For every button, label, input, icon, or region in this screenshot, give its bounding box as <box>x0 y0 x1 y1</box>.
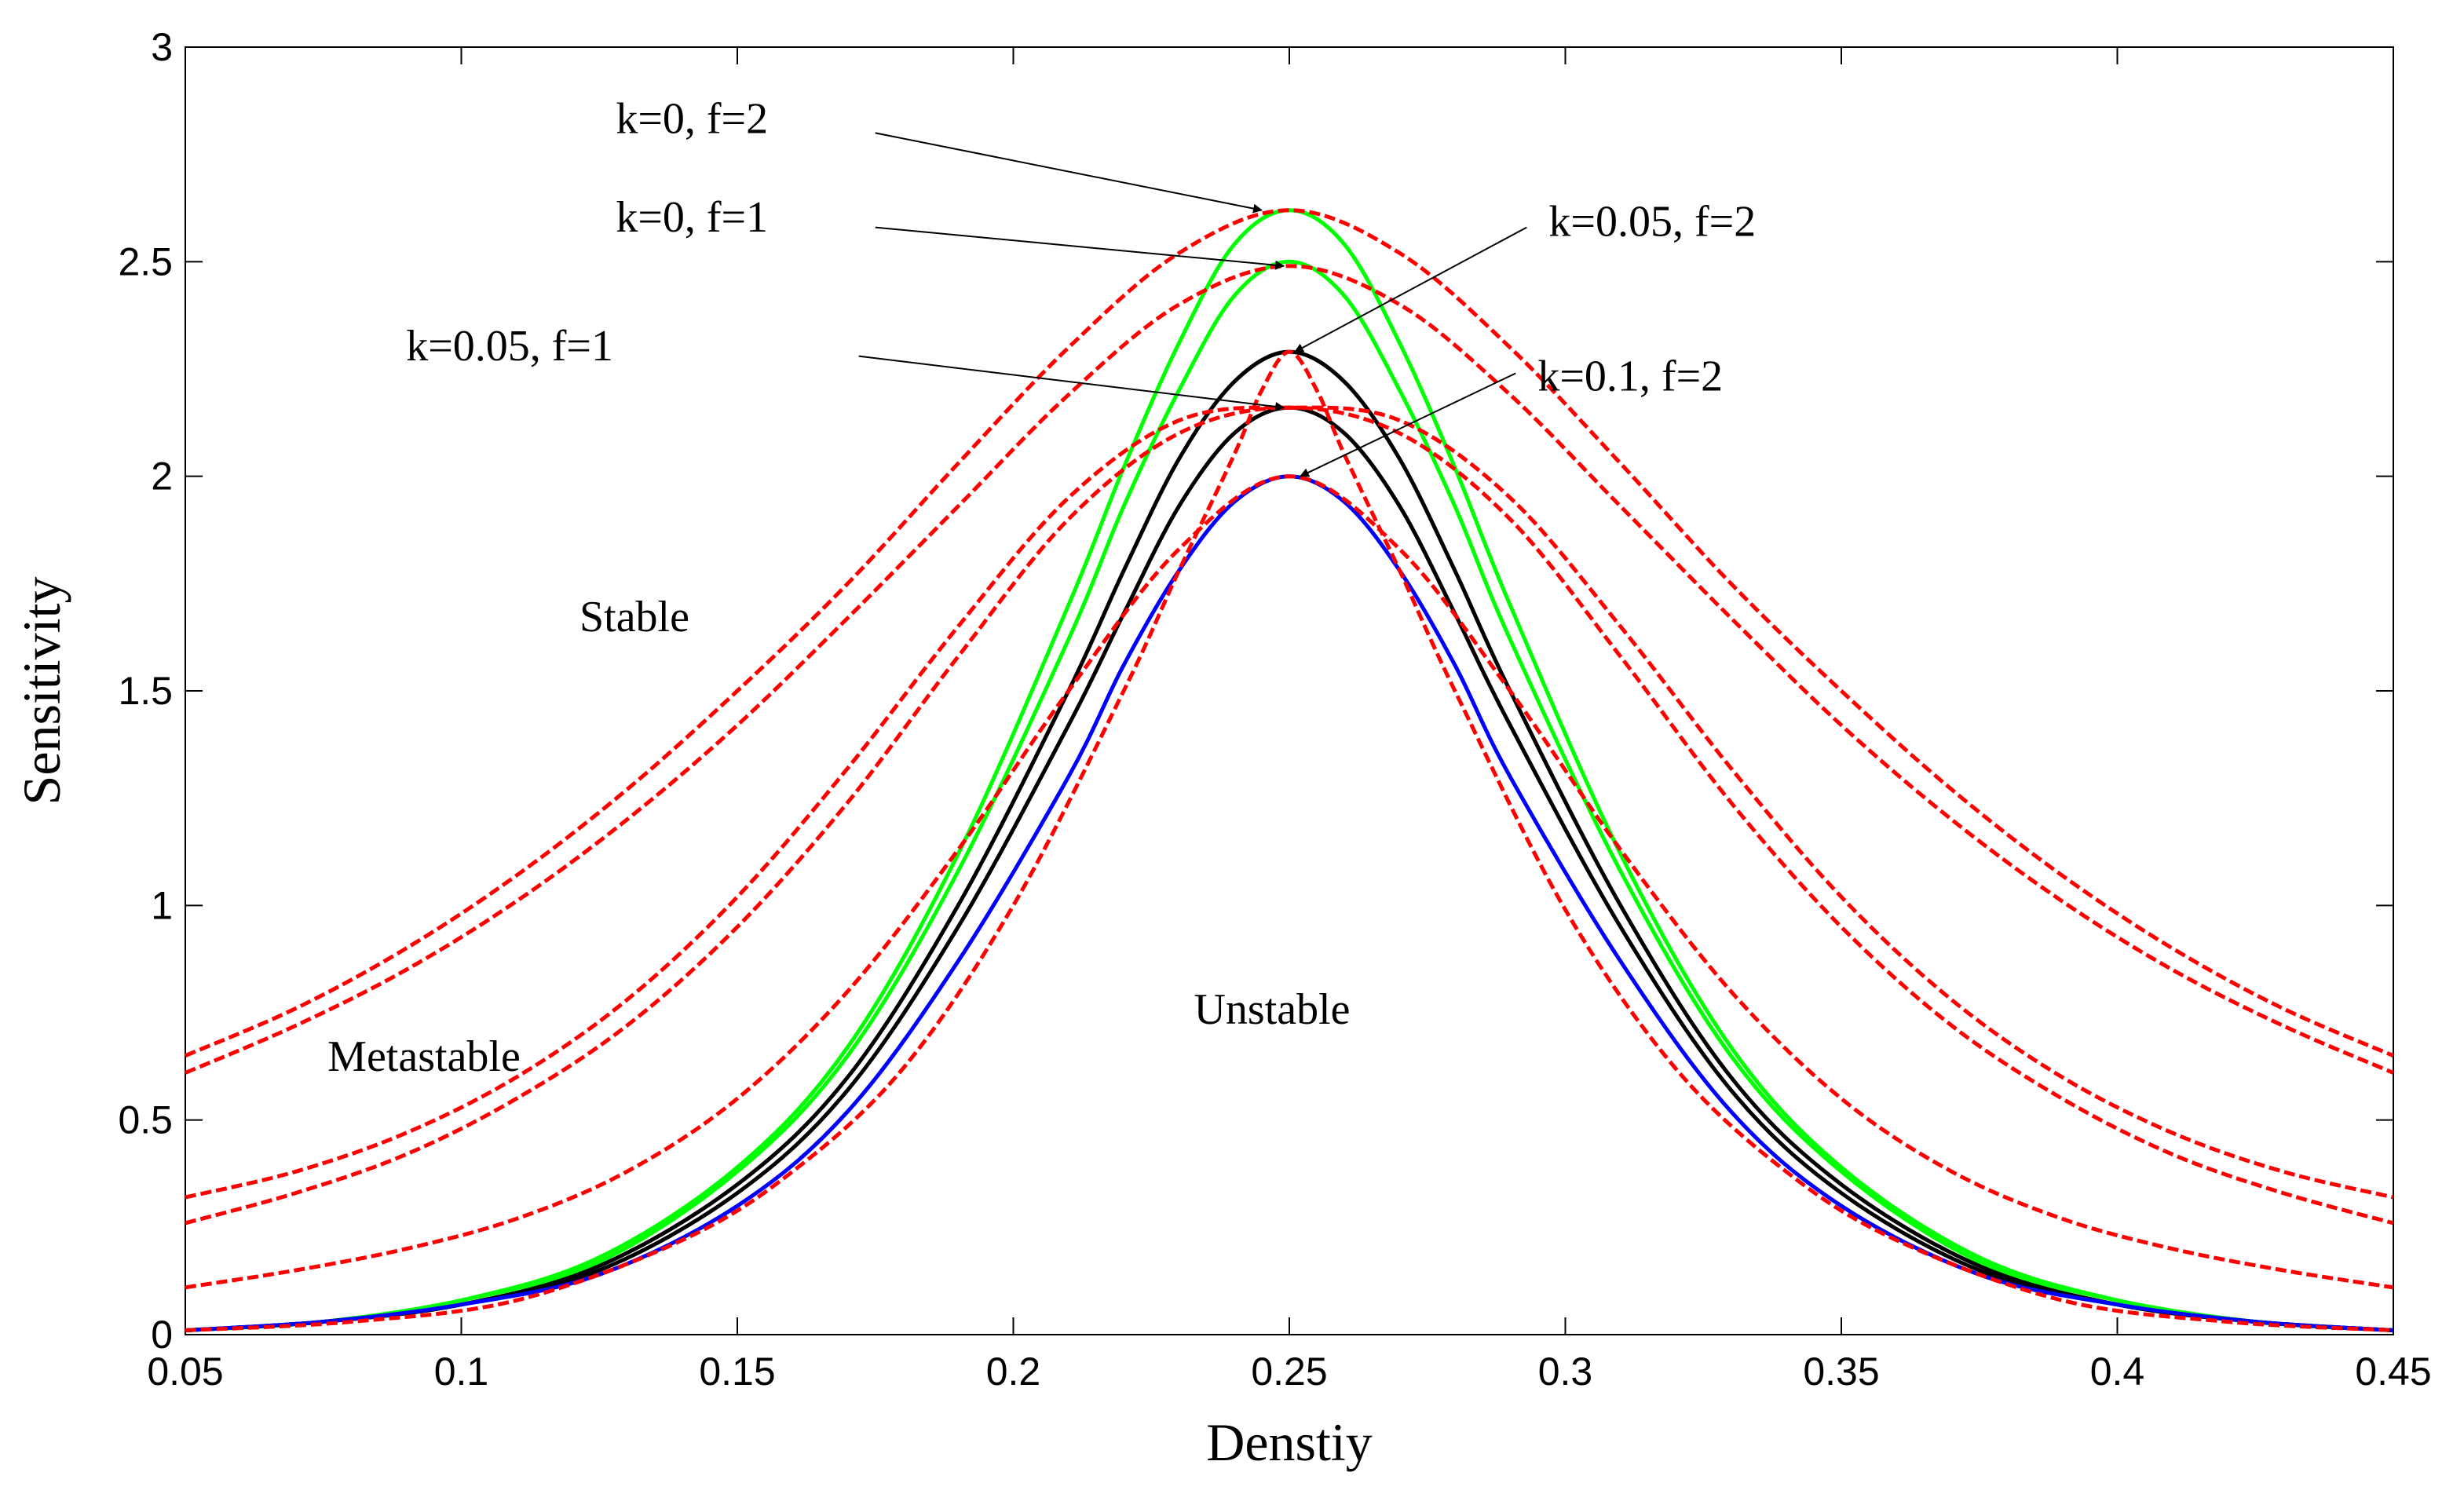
y-tick-label: 1.5 <box>118 669 173 713</box>
annotation-label: k=0.1, f=2 <box>1537 352 1723 400</box>
annotation-label: k=0.05, f=2 <box>1548 198 1756 247</box>
annotation-arrow <box>858 355 1285 411</box>
y-tick-label: 3 <box>151 25 173 69</box>
series-line-7 <box>185 208 2394 1332</box>
series-line-6 <box>185 259 2394 1332</box>
x-tick-label: 0.3 <box>1538 1350 1593 1394</box>
series-layer <box>185 208 2394 1332</box>
annotation-arrow <box>1293 226 1527 353</box>
x-tick-label: 0.35 <box>1803 1350 1879 1394</box>
x-tick-label: 0.4 <box>2090 1350 2145 1394</box>
y-axis-title: Sensitivity <box>12 577 71 805</box>
x-tick-label: 0.15 <box>699 1350 775 1394</box>
x-tick-label: 0.45 <box>2355 1350 2431 1394</box>
x-tick-label: 0.05 <box>147 1350 223 1394</box>
plot-area <box>185 46 2394 1335</box>
x-axis-ticks: 0.05 0.1 0.15 0.2 0.25 0.3 0.35 0.4 0.45 <box>147 47 2432 1394</box>
annotation-arrow <box>875 226 1285 270</box>
y-tick-label: 0 <box>151 1313 173 1357</box>
y-axis-ticks: 0 0.5 1 1.5 2 2.5 3 <box>118 25 2393 1357</box>
series-line-4 <box>185 474 2394 1290</box>
annotation-arrow <box>1299 372 1516 477</box>
series-line-0 <box>185 208 2394 1058</box>
x-tick-label: 0.1 <box>434 1350 489 1394</box>
region-label-unstable: Unstable <box>1194 985 1350 1034</box>
x-tick-label: 0.25 <box>1251 1350 1327 1394</box>
region-label-stable: Stable <box>579 593 689 641</box>
x-axis-title: Denstiy <box>1206 1412 1373 1472</box>
annotation-label: k=0, f=2 <box>616 94 768 143</box>
annotation-layer: k=0, f=2 k=0, f=1 k=0.05, f=2 k=0.05, f=1 k=… <box>406 94 1756 477</box>
y-tick-label: 1 <box>151 883 173 927</box>
series-line-1 <box>185 264 2394 1075</box>
annotation-label: k=0, f=1 <box>616 193 768 242</box>
annotation-label: k=0.05, f=1 <box>406 322 613 371</box>
series-line-5 <box>185 349 2394 1332</box>
annotation-arrow <box>875 132 1263 214</box>
y-tick-label: 2.5 <box>118 239 173 283</box>
region-label-metastable: Metastable <box>327 1032 521 1081</box>
x-tick-label: 0.2 <box>986 1350 1041 1394</box>
series-line-3 <box>185 405 2394 1226</box>
y-tick-label: 2 <box>151 455 173 499</box>
y-tick-label: 0.5 <box>118 1098 173 1142</box>
